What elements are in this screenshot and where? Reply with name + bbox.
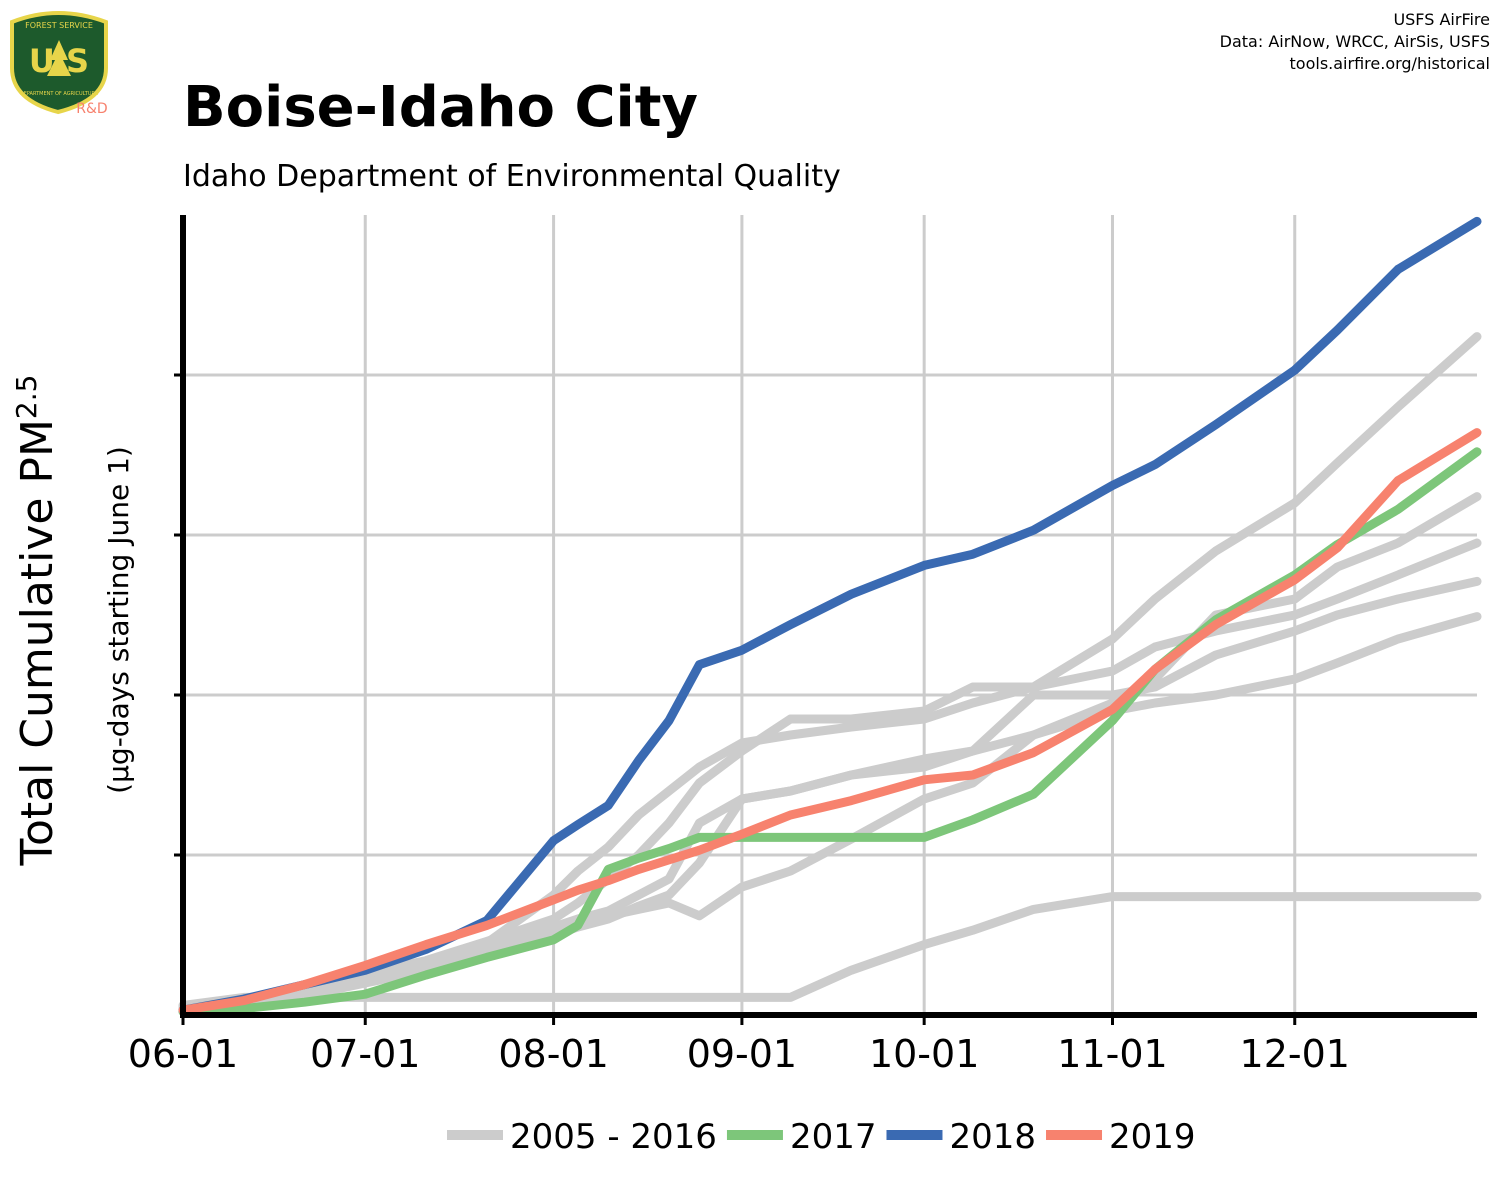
legend-label: 2018: [949, 1117, 1036, 1157]
series-line: [178, 332, 1482, 1015]
legend-label: 2005 - 2016: [510, 1117, 717, 1157]
y-axis-label-sub: 2.5: [10, 375, 43, 420]
series-line: [178, 538, 1482, 1015]
credit: Data: AirNow, WRCC, AirSis, USFS: [1220, 32, 1490, 51]
x-tick-label: 10-01: [869, 1032, 979, 1076]
chart-title: Boise-Idaho City: [183, 75, 698, 140]
x-tick-label: 12-01: [1240, 1032, 1350, 1076]
legend-label: 2019: [1109, 1117, 1196, 1157]
x-tick-label: 08-01: [498, 1032, 608, 1076]
series-line: [178, 576, 1482, 1012]
x-tick-label: 11-01: [1057, 1032, 1167, 1076]
y-axis-label-main: Total Cumulative PM: [12, 419, 63, 866]
series-line: [178, 492, 1482, 1015]
credit: tools.airfire.org/historical: [1290, 54, 1490, 73]
logo-top: FOREST SERVICE: [25, 21, 93, 30]
logo-bottom: DEPARTMENT OF AGRICULTURE: [20, 91, 98, 97]
series-line: [178, 216, 1482, 1015]
chart-subtitle: Idaho Department of Environmental Qualit…: [183, 159, 841, 194]
y-axis-label: Total Cumulative PM2.5: [10, 375, 63, 867]
y-axis-note: (µg-days starting June 1): [102, 446, 135, 794]
x-tick-label: 06-01: [128, 1032, 238, 1076]
logo-unit: R&D: [76, 101, 107, 117]
series-line: [178, 428, 1482, 1015]
series-line: [178, 892, 1482, 1010]
x-tick-label: 07-01: [310, 1032, 420, 1076]
x-tick-label: 09-01: [687, 1032, 797, 1076]
logo: FOREST SERVICE U S DEPARTMENT OF AGRICUL…: [10, 11, 108, 117]
legend-label: 2017: [790, 1117, 877, 1157]
logo-tree: [47, 40, 71, 76]
series-line: [178, 612, 1482, 1017]
credit: USFS AirFire: [1393, 10, 1490, 29]
